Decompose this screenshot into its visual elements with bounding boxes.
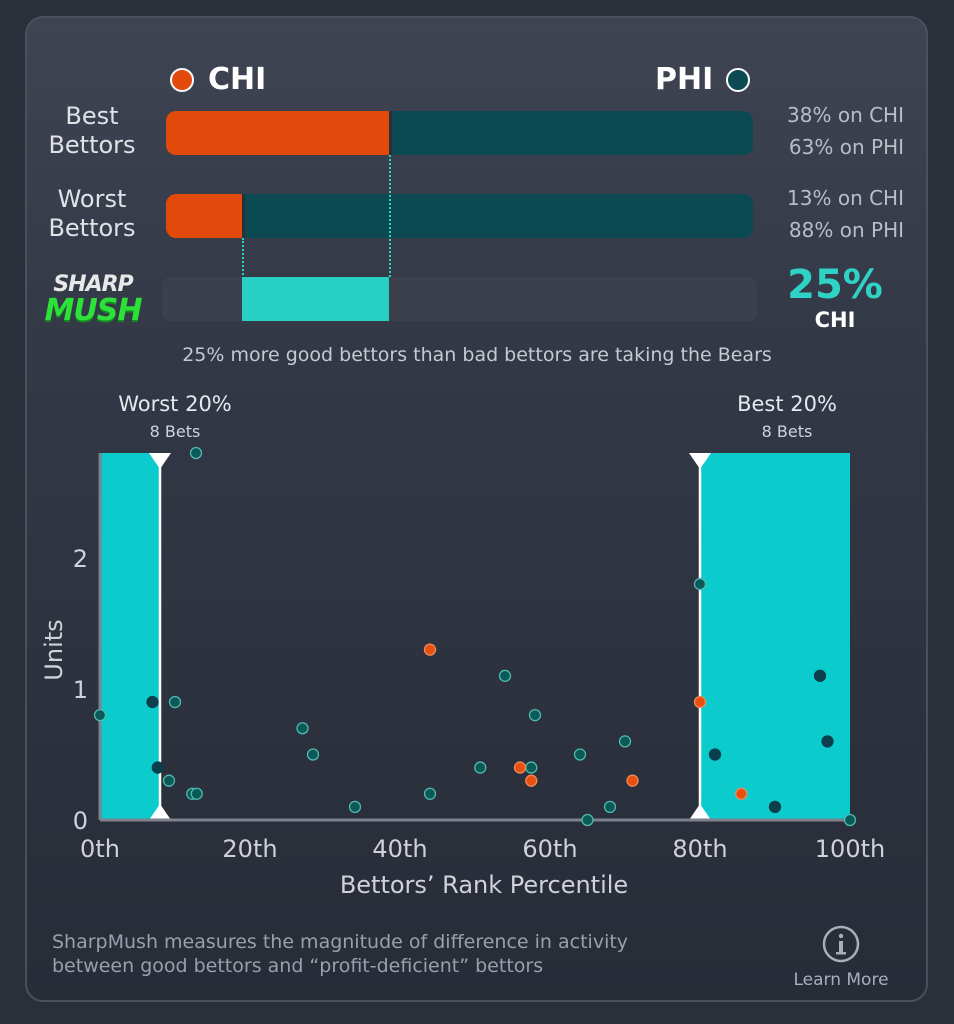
threshold-marker-bottom	[149, 804, 171, 820]
x-tick-label: 40th	[372, 835, 427, 863]
region-sublabel: 8 Bets	[762, 422, 813, 441]
row-label: Worst Bettors	[27, 185, 157, 243]
threshold-marker-bottom	[689, 804, 711, 820]
footer-line2: between good bettors and “profit-deficie…	[52, 955, 544, 977]
phi-segment	[392, 111, 753, 155]
phi-data-point	[348, 800, 362, 814]
scatter-chart: Worst 20% 8 Bets Best 20% 8 Bets 0th 20th 40th…	[40, 392, 885, 899]
phi-data-point	[189, 446, 203, 460]
segment-divider	[242, 194, 246, 238]
split-bar	[166, 111, 753, 155]
sharpmush-diff-track	[162, 277, 757, 321]
phi-data-point	[162, 774, 176, 787]
row-percentages: 13% on CHI 88% on PHI	[787, 182, 904, 246]
chi-data-point	[626, 774, 639, 787]
best-guide-line	[389, 155, 392, 277]
team-right-label: PHI	[655, 62, 714, 97]
phi-data-point	[813, 669, 827, 682]
split-bar	[166, 194, 753, 238]
highlight-region	[100, 453, 160, 820]
phi-data-point	[296, 722, 309, 735]
right-pct-text: 88% on PHI	[788, 218, 904, 242]
phi-data-point	[603, 800, 617, 814]
logo-line2: MUSH	[44, 293, 143, 328]
phi-data-point	[843, 813, 857, 827]
sharpmush-diff-fill	[242, 277, 390, 321]
x-tick-label: 100th	[815, 835, 885, 863]
phi-data-point	[146, 695, 159, 709]
chi-data-point	[525, 774, 538, 787]
region-label: Worst 20%	[118, 392, 232, 416]
row-label: Best Bettors	[27, 102, 157, 160]
phi-data-point	[821, 735, 834, 748]
chi-data-point	[513, 761, 527, 774]
chi-data-point	[423, 643, 437, 656]
chi-team-dot	[170, 68, 194, 92]
phi-data-point	[581, 813, 594, 827]
sharpmush-logo: SHARP MUSH	[28, 272, 158, 328]
phi-data-point	[708, 748, 722, 761]
x-tick-label: 0th	[80, 835, 120, 863]
team-left-label: CHI	[208, 62, 267, 97]
phi-team-dot	[726, 68, 750, 92]
phi-data-point	[528, 708, 542, 722]
sharpmush-value: 25%	[787, 262, 883, 308]
region-sublabel: 8 Bets	[150, 422, 201, 441]
phi-data-point	[168, 695, 182, 709]
worst-guide-line	[242, 238, 245, 298]
logo-line1: SHARP	[53, 272, 133, 297]
row-label-line1: Best	[65, 102, 119, 130]
right-pct-text: 63% on PHI	[788, 135, 904, 159]
left-pct-text: 13% on CHI	[787, 186, 904, 210]
footer-description: SharpMush measures the magnitude of diff…	[52, 930, 628, 978]
x-tick-label: 20th	[222, 835, 277, 863]
phi-data-point	[474, 761, 487, 774]
row-percentages: 38% on CHI 63% on PHI	[787, 99, 904, 163]
chi-data-point	[735, 787, 748, 800]
y-tick-label: 1	[73, 676, 88, 704]
segment-divider	[389, 111, 393, 155]
row-label-line2: Bettors	[48, 214, 136, 242]
learn-more-label: Learn More	[793, 970, 889, 990]
x-tick-label: 60th	[522, 835, 577, 863]
row-label-line1: Worst	[57, 185, 127, 213]
highlight-region	[700, 453, 850, 820]
phi-data-point	[151, 761, 164, 774]
phi-data-point	[306, 748, 320, 761]
footer-line1: SharpMush measures the magnitude of diff…	[52, 931, 629, 953]
row-label-line2: Bettors	[48, 131, 136, 159]
summary-text: 25% more good bettors than bad bettors a…	[182, 344, 772, 366]
phi-data-point	[423, 787, 437, 800]
threshold-marker-top	[149, 453, 171, 469]
threshold-marker-top	[689, 453, 711, 469]
y-tick-label: 0	[73, 807, 88, 835]
phi-data-point	[93, 708, 107, 722]
phi-data-point	[768, 800, 782, 814]
chi-segment	[166, 194, 243, 238]
phi-data-point	[498, 669, 512, 682]
learn-more-button[interactable]: Learn More	[780, 924, 902, 990]
phi-data-point	[618, 735, 632, 748]
sharpmush-team: CHI	[814, 308, 856, 332]
x-tick-label: 80th	[672, 835, 727, 863]
x-axis-label: Bettors’ Rank Percentile	[340, 871, 628, 899]
phi-data-point	[190, 787, 203, 800]
left-pct-text: 38% on CHI	[787, 103, 904, 127]
region-label: Best 20%	[737, 392, 837, 416]
phi-segment	[245, 194, 753, 238]
phi-data-point	[525, 761, 538, 774]
phi-data-point	[573, 748, 587, 761]
info-icon	[822, 925, 860, 963]
chi-data-point	[693, 695, 707, 709]
phi-data-point	[693, 577, 707, 591]
chi-segment	[166, 111, 390, 155]
y-tick-label: 2	[73, 545, 88, 573]
y-axis-label: Units	[40, 619, 68, 680]
